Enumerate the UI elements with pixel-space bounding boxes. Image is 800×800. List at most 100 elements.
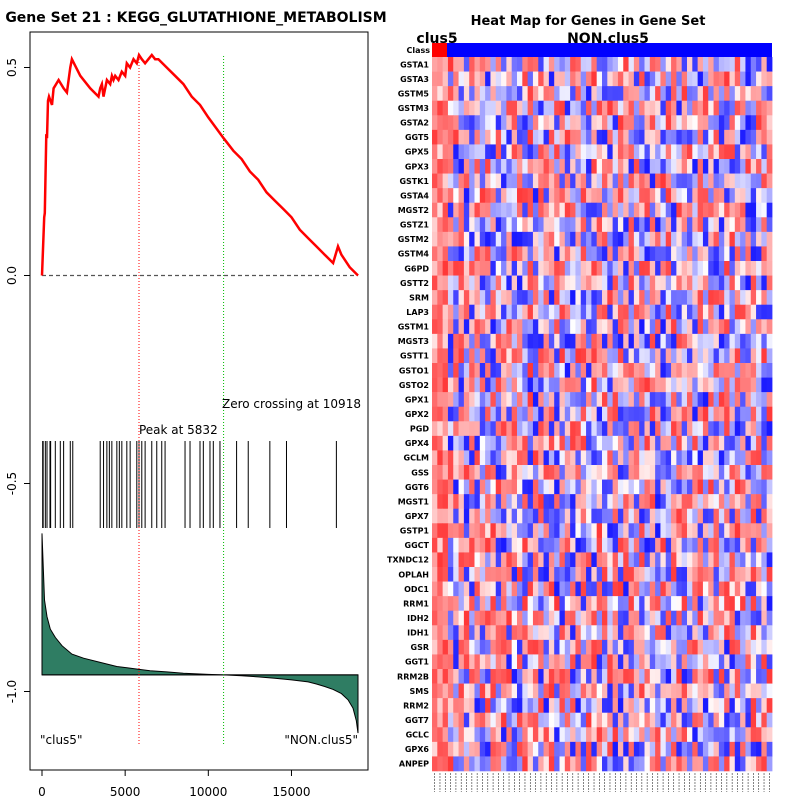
heatmap-cell xyxy=(740,86,746,102)
heatmap-cell xyxy=(532,552,539,568)
heatmap-cell xyxy=(761,523,768,539)
heatmap-cell xyxy=(501,669,507,684)
heatmap-cell xyxy=(617,86,624,102)
heatmap-cell xyxy=(495,712,502,728)
heatmap-cell xyxy=(495,435,502,451)
heatmap-cell xyxy=(692,756,699,772)
heatmap-cell xyxy=(607,319,614,335)
heatmap-cell xyxy=(532,319,539,335)
heatmap-cell xyxy=(660,435,667,451)
heatmap-cell xyxy=(660,275,667,291)
heatmap-cell xyxy=(660,654,667,670)
heatmap-cell xyxy=(469,465,475,480)
heatmap-cell xyxy=(580,363,587,378)
heatmap-cell xyxy=(697,377,704,393)
heatmap-cell xyxy=(432,625,438,641)
heatmap-cell xyxy=(612,261,619,276)
heatmap-cell xyxy=(432,683,438,699)
heatmap-cell xyxy=(527,421,534,437)
heatmap-cell xyxy=(527,304,534,320)
heatmap-cell xyxy=(602,537,608,553)
heatmap-cell xyxy=(633,173,640,189)
heatmap-cell xyxy=(517,625,523,641)
y-tick-label: -1.0 xyxy=(5,680,19,703)
heatmap-cell xyxy=(623,100,629,116)
heatmap-cell xyxy=(729,246,736,262)
heatmap-cell xyxy=(437,57,444,72)
heatmap-cell xyxy=(734,173,741,189)
heatmap-cell xyxy=(740,246,746,262)
heatmap-cell xyxy=(644,567,651,582)
heatmap-cell xyxy=(766,173,773,189)
heatmap-cell xyxy=(479,406,486,422)
heatmap-cell xyxy=(756,741,762,757)
heatmap-cell xyxy=(517,71,523,87)
heatmap-cell xyxy=(729,552,736,568)
heatmap-cell xyxy=(458,712,465,728)
heatmap-cell xyxy=(612,421,619,437)
heatmap-cell xyxy=(474,741,481,757)
heatmap-cell xyxy=(724,581,730,597)
heatmap-cell xyxy=(447,683,454,699)
heatmap-cell xyxy=(511,639,518,655)
heatmap-cell xyxy=(671,231,677,247)
heatmap-cell xyxy=(501,319,507,335)
heatmap-cell xyxy=(469,494,475,510)
heatmap-cell xyxy=(766,159,773,174)
heatmap-cell xyxy=(617,290,624,306)
heatmap-cell xyxy=(453,727,459,743)
heatmap-cell xyxy=(745,144,752,160)
heatmap-cell xyxy=(702,144,709,160)
heatmap-cell xyxy=(628,86,635,102)
heatmap-cell xyxy=(617,741,624,757)
heatmap-cell xyxy=(740,421,746,437)
heatmap-cell xyxy=(612,610,619,626)
heatmap-cell xyxy=(479,261,486,276)
heatmap-cell xyxy=(745,683,752,699)
heatmap-cell xyxy=(538,159,544,174)
heatmap-cell xyxy=(485,479,491,495)
heatmap-cell xyxy=(702,406,709,422)
heatmap-cell xyxy=(543,698,550,714)
heatmap-cell xyxy=(548,304,555,320)
heatmap-cell xyxy=(692,275,699,291)
heatmap-cell xyxy=(740,217,746,233)
heatmap-cell xyxy=(665,290,672,306)
heatmap-cell xyxy=(485,348,491,364)
heatmap-cell xyxy=(633,756,640,772)
heatmap-cell xyxy=(655,377,661,393)
heatmap-cell xyxy=(506,202,513,218)
heatmap-cell xyxy=(543,450,550,466)
heatmap-cell xyxy=(660,683,667,699)
heatmap-cell xyxy=(506,683,513,699)
heatmap-cell xyxy=(596,406,603,422)
heatmap-cell xyxy=(532,290,539,306)
heatmap-cell xyxy=(490,727,497,743)
heatmap-cell xyxy=(708,625,714,641)
heatmap-cell xyxy=(511,756,518,772)
heatmap-cell xyxy=(718,173,725,189)
heatmap-cell xyxy=(718,348,725,364)
heatmap-cell xyxy=(564,508,571,524)
heatmap-cell xyxy=(718,567,725,582)
heatmap-cell xyxy=(554,57,560,72)
heatmap-cell xyxy=(511,479,518,495)
heatmap-cell xyxy=(633,246,640,262)
heatmap-cell xyxy=(432,86,438,102)
heatmap-cell xyxy=(517,86,523,102)
heatmap-cell xyxy=(756,319,762,335)
heatmap-cell xyxy=(734,421,741,437)
heatmap-cell xyxy=(432,173,438,189)
heatmap-cell xyxy=(718,261,725,276)
heatmap-cell xyxy=(580,173,587,189)
heatmap-cell xyxy=(586,231,592,247)
heatmap-cell xyxy=(517,231,523,247)
heatmap-cell xyxy=(740,508,746,524)
heatmap-cell xyxy=(564,741,571,757)
heatmap-cell xyxy=(479,275,486,291)
heatmap-cell xyxy=(517,596,523,612)
heatmap-cell xyxy=(479,610,486,626)
heatmap-cell xyxy=(564,479,571,495)
heatmap-cell xyxy=(453,567,459,582)
heatmap-cell xyxy=(639,173,645,189)
